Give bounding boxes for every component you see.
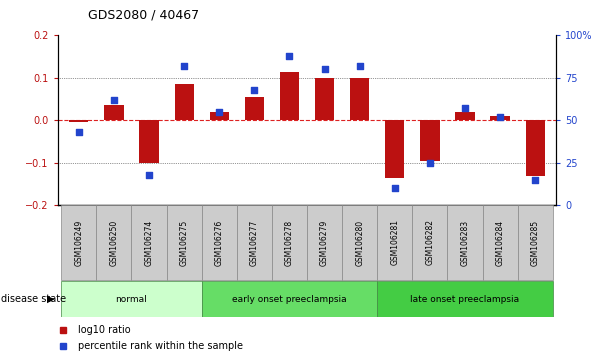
- Bar: [202, 205, 237, 280]
- Bar: [139, 120, 159, 163]
- Bar: [167, 205, 202, 280]
- Point: [144, 172, 154, 178]
- Point: [530, 177, 540, 183]
- Bar: [350, 78, 370, 120]
- Bar: [377, 281, 553, 317]
- Text: GSM106274: GSM106274: [145, 219, 154, 266]
- Bar: [455, 112, 475, 120]
- Bar: [202, 281, 377, 317]
- Bar: [491, 116, 510, 120]
- Bar: [342, 205, 377, 280]
- Point: [74, 130, 84, 135]
- Text: GDS2080 / 40467: GDS2080 / 40467: [88, 8, 199, 21]
- Text: late onset preeclampsia: late onset preeclampsia: [410, 295, 520, 304]
- Point: [179, 63, 189, 69]
- Text: GSM106249: GSM106249: [74, 219, 83, 266]
- Bar: [315, 78, 334, 120]
- Text: GSM106277: GSM106277: [250, 219, 259, 266]
- Point: [320, 67, 330, 72]
- Bar: [237, 205, 272, 280]
- Text: GSM106283: GSM106283: [460, 219, 469, 266]
- Bar: [447, 205, 483, 280]
- Text: ▶: ▶: [47, 294, 55, 304]
- Point: [496, 114, 505, 120]
- Bar: [377, 205, 412, 280]
- Text: GSM106285: GSM106285: [531, 219, 540, 266]
- Text: GSM106282: GSM106282: [426, 219, 435, 266]
- Bar: [412, 205, 447, 280]
- Text: log10 ratio: log10 ratio: [78, 325, 130, 335]
- Bar: [385, 120, 404, 178]
- Point: [355, 63, 365, 69]
- Bar: [517, 205, 553, 280]
- Bar: [307, 205, 342, 280]
- Text: GSM106281: GSM106281: [390, 219, 399, 266]
- Bar: [525, 120, 545, 176]
- Bar: [61, 205, 97, 280]
- Text: normal: normal: [116, 295, 147, 304]
- Bar: [483, 205, 517, 280]
- Point: [425, 160, 435, 166]
- Bar: [105, 105, 123, 120]
- Point: [460, 105, 470, 111]
- Bar: [61, 281, 202, 317]
- Text: GSM106275: GSM106275: [179, 219, 188, 266]
- Point: [215, 109, 224, 115]
- Bar: [174, 84, 194, 120]
- Bar: [272, 205, 307, 280]
- Text: GSM106278: GSM106278: [285, 219, 294, 266]
- Bar: [97, 205, 131, 280]
- Text: GSM106284: GSM106284: [496, 219, 505, 266]
- Text: percentile rank within the sample: percentile rank within the sample: [78, 341, 243, 351]
- Text: GSM106279: GSM106279: [320, 219, 329, 266]
- Point: [109, 97, 119, 103]
- Point: [249, 87, 259, 93]
- Text: disease state: disease state: [1, 294, 66, 304]
- Text: GSM106280: GSM106280: [355, 219, 364, 266]
- Bar: [69, 120, 89, 122]
- Bar: [280, 72, 299, 120]
- Bar: [131, 205, 167, 280]
- Text: GSM106276: GSM106276: [215, 219, 224, 266]
- Bar: [244, 97, 264, 120]
- Text: GSM106250: GSM106250: [109, 219, 119, 266]
- Bar: [420, 120, 440, 161]
- Bar: [210, 112, 229, 120]
- Point: [390, 185, 399, 191]
- Text: early onset preeclampsia: early onset preeclampsia: [232, 295, 347, 304]
- Point: [285, 53, 294, 59]
